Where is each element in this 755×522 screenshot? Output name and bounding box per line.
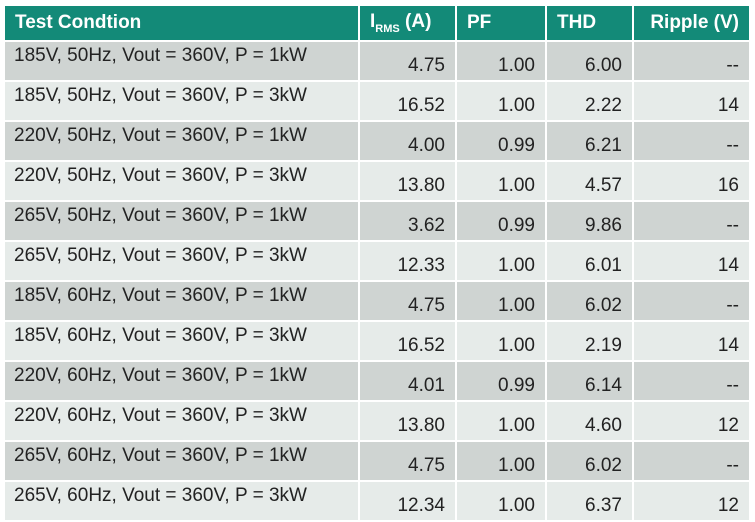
value-cell: 1.00	[455, 40, 547, 82]
value-cell: 12	[632, 400, 751, 442]
value-cell: 1.00	[455, 440, 547, 482]
condition-cell: 220V, 60Hz, Vout = 360V, P = 3kW	[3, 400, 360, 442]
value-cell: 0.99	[455, 120, 547, 162]
value-cell: 14	[632, 80, 751, 122]
value-cell: 6.01	[545, 240, 634, 282]
value-cell: 13.80	[358, 400, 457, 442]
value-cell: 4.75	[358, 40, 457, 82]
table-row: 220V, 60Hz, Vout = 360V, P = 3kW 13.80 1.0…	[3, 400, 751, 442]
condition-cell: 265V, 50Hz, Vout = 360V, P = 1kW	[3, 200, 360, 242]
value-cell: 1.00	[455, 240, 547, 282]
table-row: 185V, 50Hz, Vout = 360V, P = 1kW 4.75 1.00…	[3, 40, 751, 82]
condition-cell: 265V, 60Hz, Vout = 360V, P = 3kW	[3, 480, 360, 522]
value-cell: --	[632, 360, 751, 402]
header-cell: THD	[545, 4, 634, 42]
table-row: 265V, 60Hz, Vout = 360V, P = 3kW 12.34 1.0…	[3, 480, 751, 522]
table-row: 185V, 50Hz, Vout = 360V, P = 3kW 16.52 1.0…	[3, 80, 751, 122]
value-cell: 9.86	[545, 200, 634, 242]
value-cell: 12.33	[358, 240, 457, 282]
condition-cell: 185V, 50Hz, Vout = 360V, P = 3kW	[3, 80, 360, 122]
value-cell: 4.57	[545, 160, 634, 202]
table-row: 220V, 50Hz, Vout = 360V, P = 3kW 13.80 1.0…	[3, 160, 751, 202]
value-cell: 3.62	[358, 200, 457, 242]
condition-cell: 265V, 60Hz, Vout = 360V, P = 1kW	[3, 440, 360, 482]
value-cell: --	[632, 440, 751, 482]
condition-cell: 220V, 60Hz, Vout = 360V, P = 1kW	[3, 360, 360, 402]
table: Test Condtion IRMS (A) PF THD Ripple (V) 185…	[3, 4, 751, 522]
value-cell: 4.00	[358, 120, 457, 162]
condition-cell: 185V, 50Hz, Vout = 360V, P = 1kW	[3, 40, 360, 82]
table-row: 220V, 50Hz, Vout = 360V, P = 1kW 4.00 0.99…	[3, 120, 751, 162]
value-cell: 6.02	[545, 440, 634, 482]
condition-cell: 185V, 60Hz, Vout = 360V, P = 3kW	[3, 320, 360, 362]
table-row: 265V, 60Hz, Vout = 360V, P = 1kW 4.75 1.00…	[3, 440, 751, 482]
value-cell: --	[632, 200, 751, 242]
value-cell: 12	[632, 480, 751, 522]
table-row: 265V, 50Hz, Vout = 360V, P = 1kW 3.62 0.99…	[3, 200, 751, 242]
condition-cell: 185V, 60Hz, Vout = 360V, P = 1kW	[3, 280, 360, 322]
header-text: I	[370, 11, 376, 33]
value-cell: 16	[632, 160, 751, 202]
table-body: 185V, 50Hz, Vout = 360V, P = 1kW 4.75 1.00…	[3, 40, 751, 522]
header-cell: PF	[455, 4, 547, 42]
value-cell: 14	[632, 240, 751, 282]
table-row: 220V, 60Hz, Vout = 360V, P = 1kW 4.01 0.99…	[3, 360, 751, 402]
value-cell: 6.00	[545, 40, 634, 82]
value-cell: 12.34	[358, 480, 457, 522]
value-cell: 2.19	[545, 320, 634, 362]
value-cell: 4.75	[358, 280, 457, 322]
header-row: Test Condtion IRMS (A) PF THD Ripple (V)	[3, 4, 751, 42]
table-row: 185V, 60Hz, Vout = 360V, P = 1kW 4.75 1.00…	[3, 280, 751, 322]
value-cell: 0.99	[455, 360, 547, 402]
value-cell: 1.00	[455, 480, 547, 522]
value-cell: 1.00	[455, 160, 547, 202]
condition-cell: 220V, 50Hz, Vout = 360V, P = 1kW	[3, 120, 360, 162]
value-cell: 6.37	[545, 480, 634, 522]
value-cell: 2.22	[545, 80, 634, 122]
value-cell: --	[632, 280, 751, 322]
value-cell: 4.60	[545, 400, 634, 442]
header-cell: Ripple (V)	[632, 4, 751, 42]
value-cell: 1.00	[455, 280, 547, 322]
value-cell: 4.01	[358, 360, 457, 402]
header-cell: Test Condtion	[3, 4, 360, 42]
value-cell: 4.75	[358, 440, 457, 482]
value-cell: 6.21	[545, 120, 634, 162]
value-cell: 6.02	[545, 280, 634, 322]
header-subscript: RMS	[375, 22, 400, 35]
value-cell: 0.99	[455, 200, 547, 242]
condition-cell: 220V, 50Hz, Vout = 360V, P = 3kW	[3, 160, 360, 202]
table-row: 265V, 50Hz, Vout = 360V, P = 3kW 12.33 1.0…	[3, 240, 751, 282]
value-cell: 1.00	[455, 400, 547, 442]
value-cell: 13.80	[358, 160, 457, 202]
header-text: (A)	[405, 11, 432, 33]
value-cell: 6.14	[545, 360, 634, 402]
value-cell: 1.00	[455, 80, 547, 122]
header-cell: IRMS (A)	[358, 4, 457, 42]
condition-cell: 265V, 50Hz, Vout = 360V, P = 3kW	[3, 240, 360, 282]
value-cell: 1.00	[455, 320, 547, 362]
value-cell: --	[632, 40, 751, 82]
value-cell: --	[632, 120, 751, 162]
value-cell: 16.52	[358, 80, 457, 122]
value-cell: 14	[632, 320, 751, 362]
table-row: 185V, 60Hz, Vout = 360V, P = 3kW 16.52 1.0…	[3, 320, 751, 362]
value-cell: 16.52	[358, 320, 457, 362]
